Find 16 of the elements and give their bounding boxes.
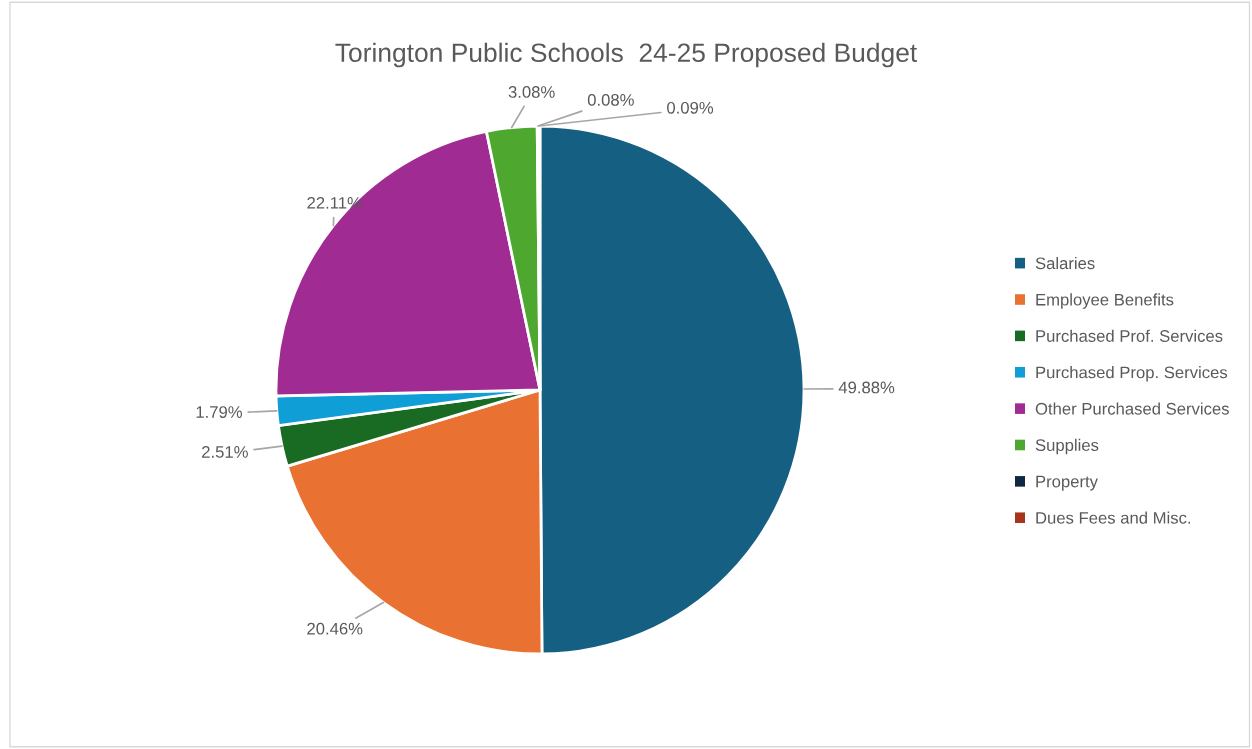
legend-label: Other Purchased Services [1035, 402, 1229, 415]
legend-label: Supplies [1035, 438, 1099, 455]
legend-label: Salaries [1035, 256, 1095, 270]
data-label: 20.46% [307, 622, 363, 635]
data-label: 1.79% [196, 406, 243, 418]
data-label: 0.08% [587, 93, 634, 106]
legend-label: Employee Benefits [1036, 293, 1174, 309]
legend-label: Purchased Prop. Services [1036, 366, 1228, 382]
data-label: 3.08% [508, 86, 555, 98]
data-label: 49.88% [838, 381, 895, 394]
chart-title: Torington Public Schools 24-25 Proposed Budget [335, 42, 918, 68]
legend-label: Property [1036, 475, 1098, 491]
data-label: 2.51% [202, 446, 248, 458]
legend-label: Purchased Prof. Services [1036, 329, 1223, 342]
legend-label: Dues Fees and Misc. [1036, 511, 1191, 524]
data-label: 0.09% [667, 101, 714, 114]
